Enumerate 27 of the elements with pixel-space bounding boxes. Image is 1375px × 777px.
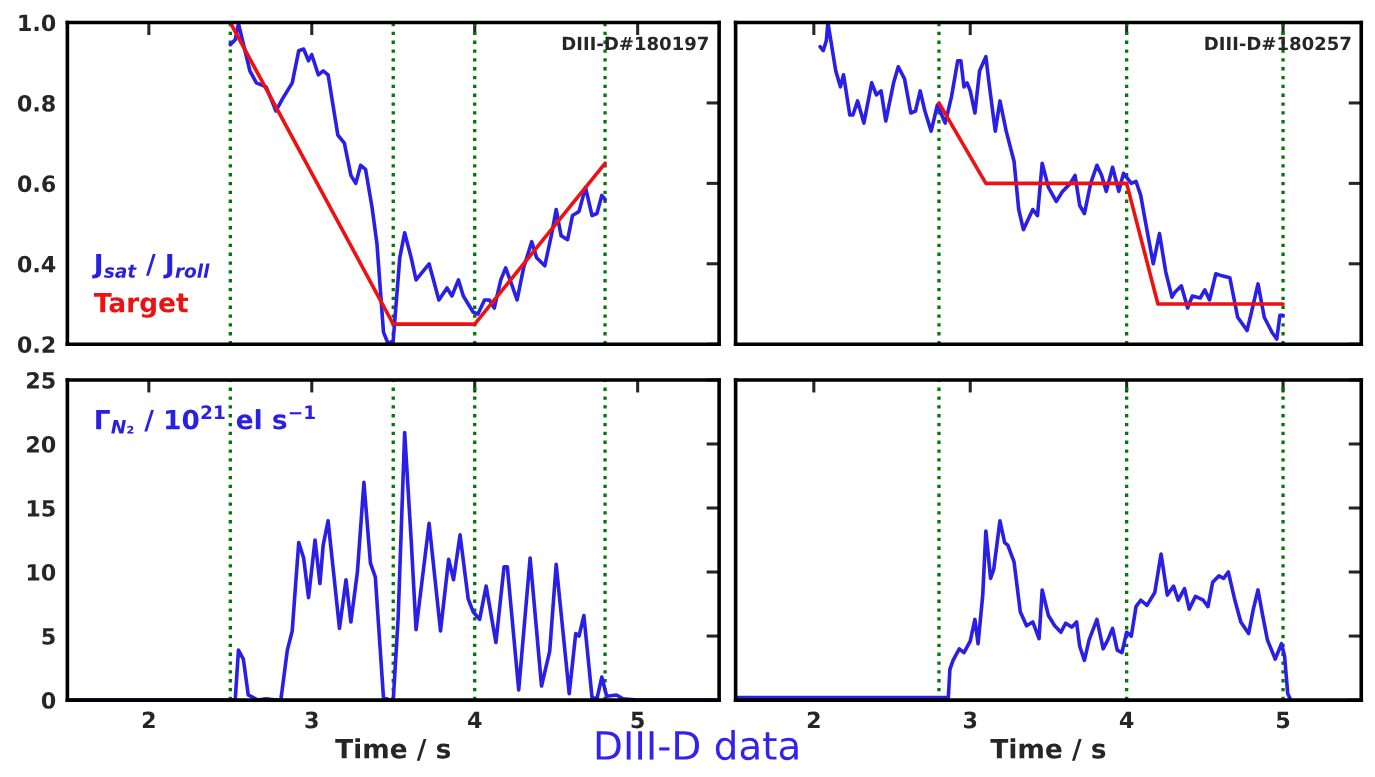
x-tick-label: 3 [963, 711, 977, 729]
x-tick-label: 2 [807, 711, 820, 729]
x-axis-title: Time / s [990, 738, 1106, 761]
y-tick-label: 10 [27, 563, 56, 581]
x-tick-label: 2 [142, 711, 155, 729]
y-tick-label: 20 [27, 435, 56, 453]
x-tick-label: 3 [305, 711, 318, 729]
y-tick-label: 0.8 [17, 94, 55, 112]
text: Target [93, 292, 188, 318]
text: DIII-D data [596, 730, 798, 761]
annotation: DIII-D#180257 [1205, 36, 1351, 51]
y-tick-label: 0.4 [17, 255, 56, 273]
annotation: DIII-D#180197 [562, 36, 708, 51]
x-tick-label: 5 [631, 711, 644, 729]
y-tick-label: 0.2 [17, 336, 55, 353]
y-tick-label: 15 [27, 500, 55, 517]
y-tick-label: 1.0 [19, 14, 56, 32]
x-tick-label: 4 [467, 711, 482, 729]
text: J$_{sat}$ / J$_{roll}$ [92, 254, 210, 279]
x-tick-label: 5 [1277, 711, 1290, 729]
text: Γ$_{N₂}$ / 10$^{21}$ el s$^{−1}$ [96, 405, 315, 434]
x-axis-title: Time / s [335, 738, 451, 761]
y-tick-label: 5 [42, 628, 55, 645]
x-tick-label: 4 [1119, 711, 1134, 729]
y-tick-label: 25 [27, 371, 55, 389]
y-tick-label: 0 [41, 692, 56, 709]
y-tick-label: 0.6 [17, 175, 56, 193]
